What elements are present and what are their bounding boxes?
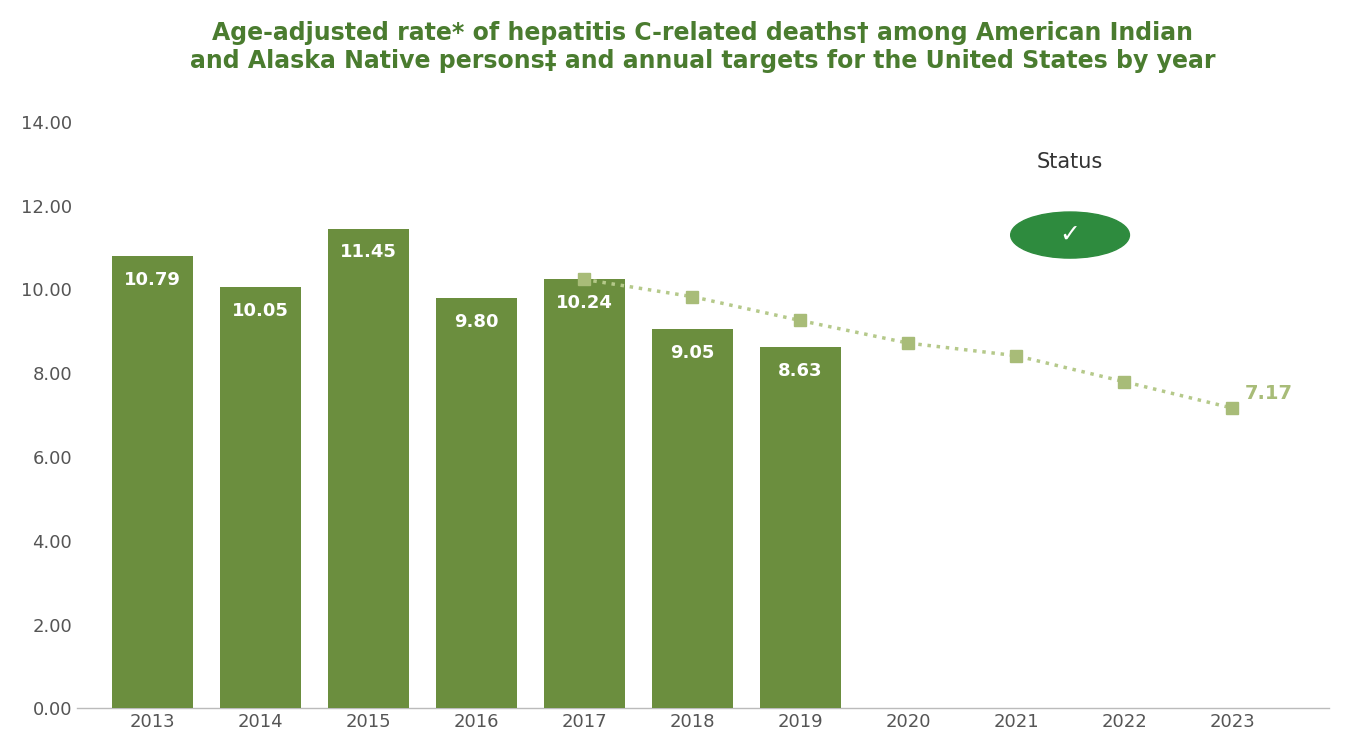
Title: Age-adjusted rate* of hepatitis C-related deaths† among American Indian
and Alas: Age-adjusted rate* of hepatitis C-relate… xyxy=(190,21,1216,73)
Bar xyxy=(760,347,841,708)
Bar xyxy=(328,229,409,708)
Text: 11.45: 11.45 xyxy=(340,244,397,262)
Text: 9.05: 9.05 xyxy=(670,344,714,362)
Text: 8.63: 8.63 xyxy=(778,362,822,380)
Text: ✓: ✓ xyxy=(1060,223,1080,247)
Bar xyxy=(436,298,517,708)
Bar xyxy=(220,287,301,708)
Text: 9.80: 9.80 xyxy=(454,313,498,331)
Text: 10.79: 10.79 xyxy=(124,271,181,289)
Circle shape xyxy=(1011,212,1130,258)
Text: Status: Status xyxy=(1037,152,1103,172)
Bar xyxy=(544,280,625,708)
Text: 10.05: 10.05 xyxy=(232,302,289,320)
Bar xyxy=(112,256,193,708)
Text: 7.17: 7.17 xyxy=(1245,384,1293,403)
Text: 10.24: 10.24 xyxy=(556,294,613,312)
Bar xyxy=(652,329,733,708)
